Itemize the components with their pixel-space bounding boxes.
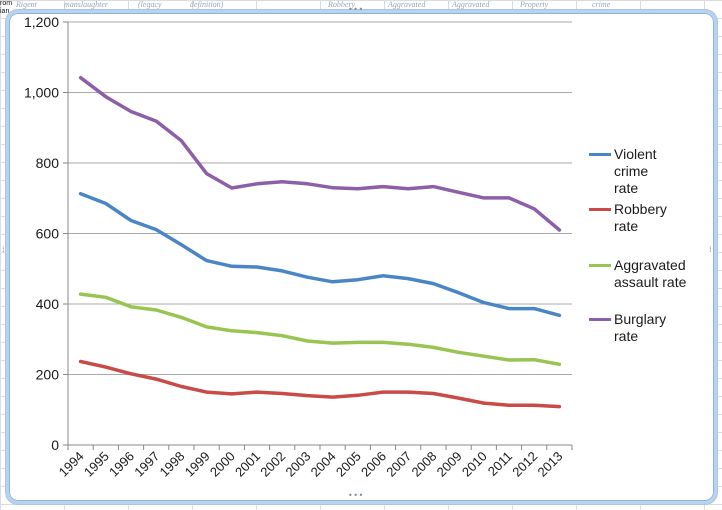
- legend-swatch: [589, 318, 611, 321]
- y-tick-label: 1,200: [24, 14, 59, 30]
- x-tick-label: 2006: [358, 449, 389, 480]
- spreadsheet-left-cells: rom ian: [0, 0, 12, 22]
- x-tick-label: 2012: [509, 449, 540, 480]
- x-tick-label: 2001: [232, 449, 263, 480]
- column-header-fragment: definition): [190, 0, 224, 9]
- x-tick-label: 1998: [156, 449, 187, 480]
- legend-swatch: [589, 153, 611, 156]
- x-tick-label: 2004: [308, 449, 339, 480]
- legend-label-line: rate: [614, 328, 639, 344]
- y-tick-label: 1,000: [24, 85, 59, 101]
- column-header-fragment: manslaughter: [64, 0, 108, 9]
- legend-label: Robbery rate: [614, 201, 667, 235]
- resize-handle-top[interactable]: • • •: [348, 5, 363, 14]
- row-cell-fragment: rom: [0, 0, 13, 7]
- x-tick-label: 2005: [333, 449, 364, 480]
- column-header-fragment: Aggravated: [452, 0, 490, 9]
- resize-handle-right[interactable]: ⁞: [709, 245, 711, 254]
- x-tick-label: 2003: [282, 449, 313, 480]
- legend-swatch: [589, 264, 611, 267]
- x-tick-label: 1994: [56, 449, 87, 480]
- legend-label-line: rate: [614, 180, 639, 196]
- column-header-fragment: Rigent: [16, 0, 37, 9]
- column-header-fragment: crime: [592, 0, 611, 9]
- x-tick-label: 2008: [408, 449, 439, 480]
- legend-label-line: rate: [614, 218, 639, 234]
- legend-label-line: assault rate: [614, 274, 687, 290]
- x-tick-label: 2002: [257, 449, 288, 480]
- resize-handle-bottom[interactable]: • • •: [348, 491, 363, 500]
- legend-item: Violent crime rate: [589, 146, 657, 197]
- column-header-fragment: (legacy: [138, 0, 162, 9]
- legend-item: Burglary rate: [589, 311, 666, 345]
- column-header-fragment: Robbery: [328, 0, 356, 9]
- x-tick-label: 2010: [459, 449, 490, 480]
- y-tick-label: 0: [51, 437, 59, 453]
- legend-label: Burglary rate: [614, 311, 666, 345]
- x-tick-label: 2000: [207, 449, 238, 480]
- series-line-3: [78, 75, 562, 232]
- y-tick-label: 400: [36, 296, 60, 312]
- y-tick-label: 800: [36, 155, 60, 171]
- legend-label: Violent crime rate: [614, 146, 657, 197]
- legend-item: Robbery rate: [589, 201, 667, 235]
- legend-label: Aggravated assault rate: [614, 257, 686, 291]
- legend-label-line: crime: [614, 163, 649, 179]
- legend-label-line: Burglary: [614, 311, 667, 327]
- x-tick-label: 1996: [106, 449, 137, 480]
- x-tick-label: 2009: [434, 449, 465, 480]
- legend-label-line: Aggravated: [614, 257, 686, 273]
- x-tick-label: 2007: [383, 449, 414, 480]
- legend-item: Aggravated assault rate: [589, 257, 686, 291]
- y-tick-label: 200: [36, 367, 60, 383]
- x-tick-label: 1995: [81, 449, 112, 480]
- row-cell-fragment: ian: [0, 8, 10, 15]
- series-line-2: [78, 292, 562, 367]
- x-tick-label: 2013: [534, 449, 565, 480]
- legend-label-line: Robbery: [614, 201, 667, 217]
- x-tick-label: 2011: [485, 449, 515, 479]
- series-line-1: [78, 359, 562, 409]
- x-tick-label: 1999: [182, 449, 213, 480]
- column-header-fragment: Property: [520, 0, 549, 9]
- y-tick-label: 600: [36, 226, 60, 242]
- series-line-0: [78, 191, 562, 318]
- column-header-fragment: Aggravated: [388, 0, 426, 9]
- resize-handle-left[interactable]: ⁞: [2, 245, 4, 254]
- x-tick-label: 1997: [131, 449, 162, 480]
- spreadsheet-header-row: Rigent manslaughter (legacy definition) Robb…: [0, 0, 722, 12]
- legend-label-line: Violent: [614, 146, 657, 162]
- legend-swatch: [589, 208, 611, 211]
